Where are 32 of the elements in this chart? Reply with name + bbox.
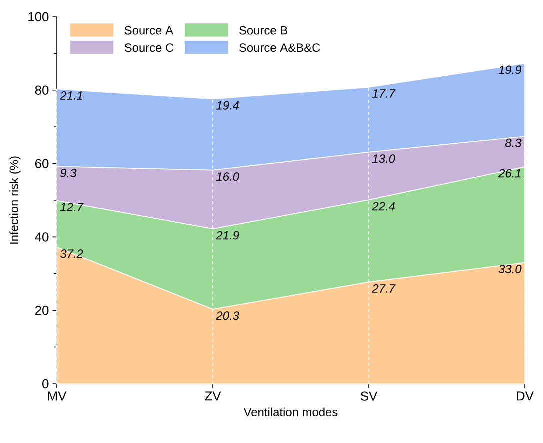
y-tick-label: 80 <box>35 86 49 95</box>
x-tick-label: SV <box>360 392 378 401</box>
legend-label: Source A <box>124 26 174 35</box>
data-label: 33.0 <box>498 265 522 274</box>
x-tick-label: ZV <box>205 392 222 401</box>
data-label: 12.7 <box>60 203 84 212</box>
y-axis-title: Infection risk (%) <box>10 156 21 244</box>
data-label: 8.3 <box>506 138 522 148</box>
legend-label: Source B <box>240 26 288 35</box>
x-tick-label: MV <box>48 392 67 401</box>
data-label: 20.3 <box>216 312 240 320</box>
data-label: 22.4 <box>372 202 396 211</box>
data-label: 13.0 <box>372 154 396 164</box>
y-tick-label: 100 <box>28 12 49 22</box>
data-label: 27.7 <box>372 284 396 293</box>
data-label: 19.9 <box>498 66 522 74</box>
data-label: 9.3 <box>60 168 77 178</box>
legend-label: Source C <box>124 44 174 52</box>
y-tick-label: 60 <box>35 159 49 168</box>
data-label: 19.4 <box>216 101 240 110</box>
y-tick-label: 40 <box>35 232 49 242</box>
y-tick-label: 20 <box>35 306 49 316</box>
data-label: 37.2 <box>60 250 84 258</box>
data-label: 26.1 <box>498 169 521 178</box>
x-tick-label: DV <box>517 392 534 401</box>
y-tick-label: 0 <box>42 379 49 389</box>
data-label: 17.7 <box>372 90 396 98</box>
legend-label: Source A&B&C <box>240 44 320 52</box>
data-label: 21.1 <box>60 91 82 100</box>
data-label: 21.9 <box>216 231 240 240</box>
data-label: 16.0 <box>216 172 240 182</box>
x-axis-title: Ventilation modes <box>244 408 338 417</box>
